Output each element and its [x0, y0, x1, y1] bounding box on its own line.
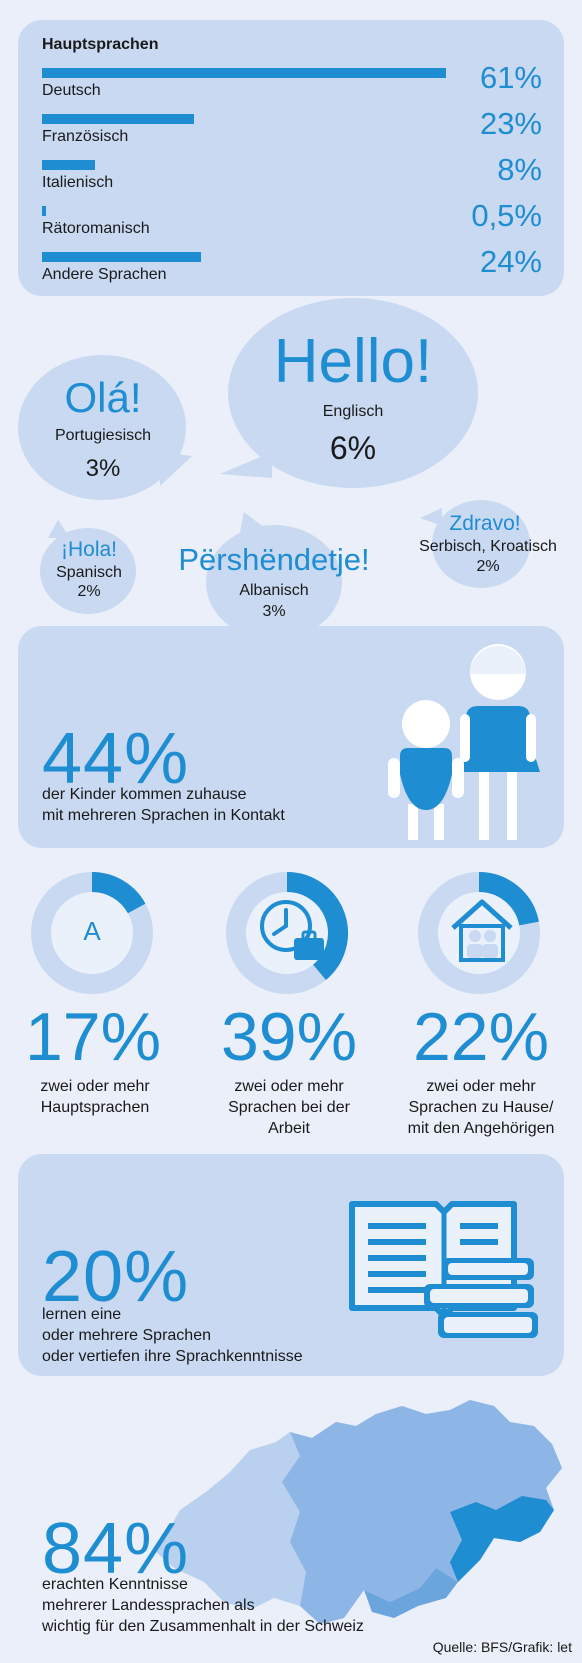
children-icon	[388, 644, 540, 840]
bubble-serbian-greeting: Zdravo!	[449, 512, 521, 535]
chart-title: Hauptsprachen	[42, 36, 159, 53]
bubble-portuguese-tail	[160, 452, 192, 486]
house-family-icon	[451, 899, 513, 962]
bubble-portuguese-pct: 3%	[85, 455, 121, 482]
language-label: Italienisch	[42, 174, 114, 191]
language-label: Französisch	[42, 128, 129, 145]
language-value-label: 0,5%	[471, 198, 542, 233]
ring-2-desc-line: zwei oder mehr	[234, 1078, 344, 1095]
main-languages-card: Hauptsprachen	[18, 20, 564, 296]
bubble-spanish-pct: 2%	[77, 583, 101, 600]
bubble-spanish	[40, 528, 136, 614]
kids-desc-line2: mit mehreren Sprachen in Kontakt	[42, 807, 285, 824]
language-row: Andere Sprachen 24%	[42, 244, 562, 296]
kids-card: 44% der Kinder kommen zuhause mit mehrer…	[18, 626, 564, 848]
bubble-spanish-greeting: ¡Hola!	[60, 538, 118, 561]
bubble-spanish-language: Spanisch	[56, 564, 122, 581]
bubble-portuguese	[18, 355, 186, 500]
clock-briefcase-icon	[260, 900, 324, 960]
bubble-english-pct: 6%	[329, 430, 377, 466]
cohesion-desc-line1: erachten Kenntnisse	[42, 1576, 188, 1593]
learning-card: 20% lernen eine oder mehrere Sprachen od…	[18, 1154, 564, 1376]
bubble-albanian-language: Albanisch	[239, 582, 309, 599]
language-bar	[42, 206, 46, 216]
bubble-albanian-tail	[240, 512, 270, 532]
language-row: Deutsch 61%	[42, 60, 562, 112]
language-value-label: 24%	[479, 244, 542, 279]
language-bar	[42, 68, 446, 78]
ring-value-arc	[286, 872, 348, 980]
learning-desc-line2: oder mehrere Sprachen	[42, 1327, 211, 1344]
language-value-label: 23%	[479, 106, 542, 141]
letter-a-glyph: A	[83, 916, 101, 946]
language-row: Französisch 23%	[42, 106, 562, 158]
ring-2-desc-line: Sprachen bei der	[228, 1099, 350, 1116]
letter-a-bubble-icon: A	[68, 911, 116, 955]
bubble-english-tail	[220, 452, 272, 478]
ring-3-desc: zwei oder mehr Sprachen zu Hause/ mit de…	[386, 1076, 576, 1139]
learning-pct: 20%	[42, 1237, 190, 1317]
ring-1-desc-line: zwei oder mehr	[40, 1078, 150, 1095]
ring-1-pct: 17%	[24, 999, 162, 1075]
ring-3-desc-line: mit den Angehörigen	[407, 1120, 555, 1137]
bubble-serbian-tail	[420, 508, 442, 526]
ring-1-desc: zwei oder mehr Hauptsprachen	[0, 1076, 190, 1118]
kids-desc-line1: der Kinder kommen zuhause	[42, 786, 247, 803]
switzerland-map	[156, 1400, 562, 1624]
language-label: Deutsch	[42, 82, 101, 99]
ring-1-desc-line: Hauptsprachen	[40, 1099, 150, 1116]
bubble-albanian	[206, 525, 342, 640]
ring-3-pct: 22%	[412, 999, 550, 1075]
learning-desc-line1: lernen eine	[42, 1306, 122, 1323]
ring-value-arc	[91, 872, 146, 914]
bubble-english-greeting: Hello!	[273, 327, 433, 396]
language-label: Rätoromanisch	[42, 220, 150, 237]
bubble-english-language: Englisch	[322, 403, 384, 420]
ring-3-desc-line: zwei oder mehr	[426, 1078, 536, 1095]
bubble-serbian-pct: 2%	[476, 558, 500, 575]
bubble-serbian-language: Serbisch, Kroatisch	[419, 538, 557, 555]
ring-2-desc-line: Arbeit	[268, 1120, 310, 1137]
bubble-portuguese-greeting: Olá!	[64, 374, 142, 421]
bubble-portuguese-language: Portugiesisch	[54, 427, 152, 444]
cohesion-pct: 84%	[42, 1509, 190, 1589]
ring-2-desc: zwei oder mehr Sprachen bei der Arbeit	[194, 1076, 384, 1139]
books-icon	[349, 1201, 538, 1338]
learning-desc-line3: oder vertiefen ihre Sprachkenntnisse	[42, 1348, 303, 1365]
ring-value-arc	[478, 872, 539, 926]
ring-3-desc-line: Sprachen zu Hause/	[408, 1099, 554, 1116]
cohesion-desc-line3: wichtig für den Zusammenhalt in der Schw…	[42, 1618, 364, 1635]
cohesion-desc-line2: mehrerer Landessprachen als	[42, 1597, 255, 1614]
language-label: Andere Sprachen	[42, 266, 167, 283]
language-value-label: 8%	[497, 152, 542, 187]
language-row: Rätoromanisch 0,5%	[42, 198, 562, 250]
bubble-albanian-pct: 3%	[262, 603, 286, 620]
language-bar	[42, 252, 201, 262]
language-row: Italienisch 8%	[42, 152, 562, 204]
kids-pct: 44%	[42, 719, 190, 799]
bubble-serbian	[432, 500, 530, 588]
source-credit: Quelle: BFS/Grafik: let	[432, 1639, 572, 1655]
ring-2-pct: 39%	[220, 999, 358, 1075]
language-bar	[42, 114, 195, 124]
bubble-spanish-tail	[48, 520, 70, 538]
language-value-label: 61%	[479, 60, 542, 95]
bubble-albanian-greeting: Përshëndetje!	[178, 542, 370, 577]
language-bar	[42, 160, 95, 170]
